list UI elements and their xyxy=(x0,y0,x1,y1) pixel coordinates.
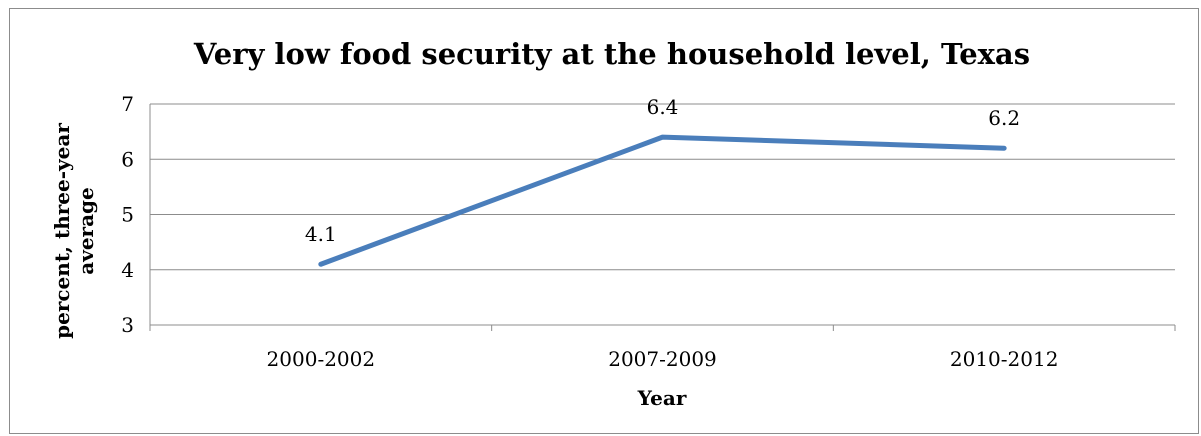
y-tick-label-6: 6 xyxy=(121,147,134,171)
y-tick-label-4: 4 xyxy=(121,258,134,282)
x-axis-title: Year xyxy=(637,386,687,410)
y-axis-tick-labels: 3 4 5 6 7 xyxy=(121,92,134,337)
data-label-2010-2012: 6.2 xyxy=(988,106,1020,130)
gridlines xyxy=(149,103,1175,326)
data-label-2000-2002: 4.1 xyxy=(305,222,337,246)
x-tick-label-2007-2009: 2007-2009 xyxy=(608,347,717,371)
chart-frame xyxy=(9,8,1199,434)
y-tick-label-5: 5 xyxy=(121,203,134,227)
chart-title: Very low food security at the household … xyxy=(193,37,1030,71)
data-labels: 4.1 6.4 6.2 xyxy=(305,95,1020,246)
y-tick-label-7: 7 xyxy=(121,92,134,116)
series-line-0 xyxy=(318,134,1007,267)
y-axis-title-line-1: percent, three-year xyxy=(50,123,74,339)
x-tick-label-2010-2012: 2010-2012 xyxy=(950,347,1059,371)
x-axis-tick-labels: 2000-2002 2007-2009 2010-2012 xyxy=(149,325,1176,371)
data-label-2007-2009: 6.4 xyxy=(647,95,679,119)
x-tick-label-2000-2002: 2000-2002 xyxy=(267,347,376,371)
y-axis-title: percent, three-year average xyxy=(50,123,98,339)
y-tick-label-3: 3 xyxy=(121,313,134,337)
y-axis-title-line-2: average xyxy=(74,187,98,275)
series-group xyxy=(318,134,1007,267)
